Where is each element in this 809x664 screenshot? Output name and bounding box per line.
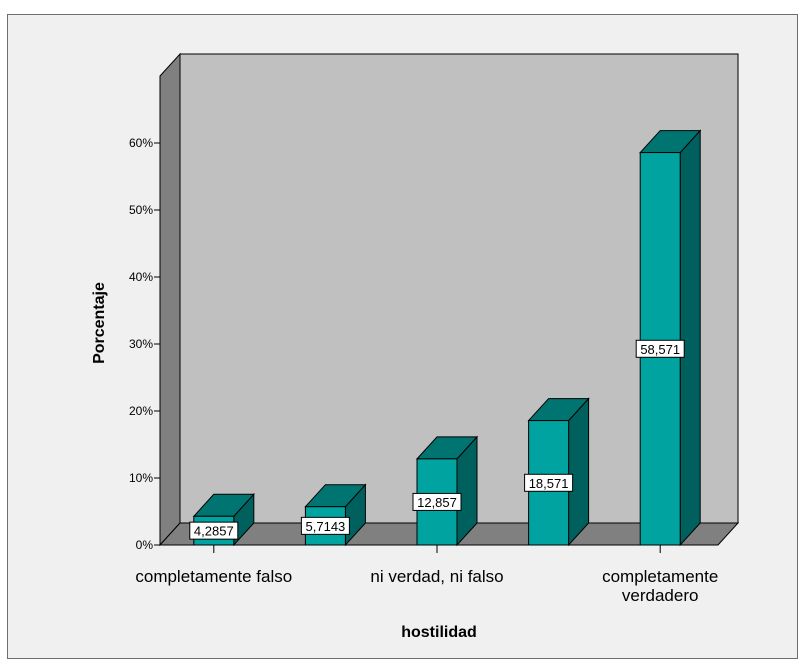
- category-label: completamente falso: [135, 567, 292, 586]
- bar-side: [679, 129, 701, 547]
- y-tick-label: 40%: [129, 270, 153, 284]
- data-labels: 4,2857 5,7143 12,857 18,571 58,571: [189, 339, 685, 540]
- y-tick-label: 60%: [129, 136, 153, 150]
- category-label: completamente verdadero: [602, 567, 718, 605]
- svg-text:18,571: 18,571: [529, 476, 569, 491]
- x-axis: completamente falso ni verdad, ni falso co…: [135, 544, 718, 605]
- y-tick-label: 50%: [129, 203, 153, 217]
- data-label: 5,7143: [300, 516, 350, 535]
- y-tick-label: 0%: [136, 538, 154, 552]
- bar: [415, 435, 479, 547]
- data-label: 18,571: [524, 473, 574, 492]
- y-tick-label: 10%: [129, 471, 153, 485]
- y-tick-label: 20%: [129, 404, 153, 418]
- svg-text:58,571: 58,571: [640, 342, 680, 357]
- svg-text:4,2857: 4,2857: [194, 524, 234, 539]
- y-tick-label: 30%: [129, 337, 153, 351]
- bar-side: [568, 397, 590, 547]
- side-wall: [159, 52, 181, 547]
- data-label: 58,571: [635, 339, 685, 358]
- bar: [639, 129, 702, 547]
- y-axis: 0% 10% 20% 30% 40% 50% 60%: [129, 136, 160, 552]
- data-label: 4,2857: [189, 521, 239, 540]
- bars: [192, 129, 702, 547]
- bar: [527, 397, 590, 547]
- svg-text:5,7143: 5,7143: [306, 519, 346, 534]
- svg-text:12,857: 12,857: [417, 495, 457, 510]
- x-axis-title: hostilidad: [401, 624, 477, 641]
- y-axis-title: Porcentaje: [91, 282, 108, 364]
- data-label: 12,857: [412, 492, 462, 511]
- category-label: ni verdad, ni falso: [370, 567, 503, 586]
